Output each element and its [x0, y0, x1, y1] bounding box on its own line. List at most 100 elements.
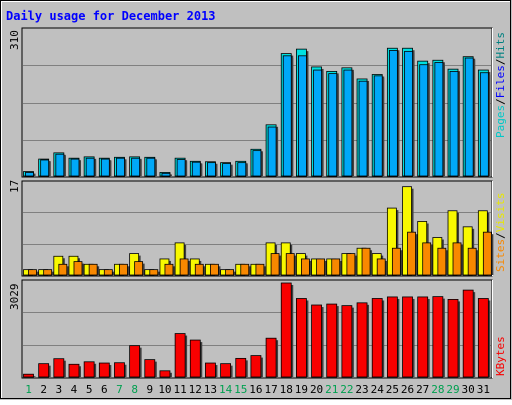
- sites-bar-fill: [164, 263, 174, 276]
- sites-bar: [43, 269, 54, 276]
- sites-bar: [240, 263, 251, 276]
- files-bar-fill: [388, 50, 398, 177]
- sites-bar: [301, 258, 312, 276]
- kbytes-bar: [83, 361, 97, 378]
- kbytes-bar-fill: [114, 362, 125, 378]
- x-tick-label: 21: [325, 383, 338, 396]
- sites-bar-fill: [361, 247, 371, 276]
- x-tick-label: 31: [477, 383, 490, 396]
- kbytes-bar-fill: [205, 362, 216, 378]
- kbytes-bar: [205, 362, 218, 378]
- kbytes-bar: [432, 296, 445, 378]
- kbytes-bar-fill: [189, 339, 201, 378]
- sites-bar: [255, 263, 266, 276]
- kbytes-bar: [189, 339, 203, 378]
- files-bar: [282, 55, 294, 177]
- panel-hits-ymax-label: 310: [8, 30, 21, 50]
- sites-bar-fill: [437, 247, 447, 276]
- files-bar: [70, 158, 81, 177]
- sites-bar-fill: [28, 269, 37, 276]
- files-bar-fill: [131, 157, 141, 177]
- sites-bar-fill: [422, 242, 432, 276]
- panel-kbytes-ymax-label: 3029: [8, 284, 21, 311]
- sites-bar: [58, 263, 69, 276]
- x-tick-label: 22: [340, 383, 353, 396]
- files-bar-fill: [100, 158, 110, 177]
- files-bar-fill: [207, 162, 216, 177]
- sites-bar: [331, 258, 342, 276]
- kbytes-bar: [159, 370, 172, 378]
- panel-hits-legend-part: Hits: [494, 32, 507, 59]
- sites-bar: [179, 258, 191, 276]
- kbytes-bar-fill: [326, 303, 338, 378]
- sites-bar-fill: [194, 263, 204, 276]
- visits-bar-fill: [402, 186, 412, 276]
- kbytes-bar: [477, 298, 491, 378]
- files-bar-fill: [40, 159, 50, 177]
- sites-bar: [134, 261, 145, 276]
- sites-bar: [407, 231, 418, 276]
- x-tick-label: 28: [431, 383, 444, 396]
- sites-bar-fill: [210, 263, 219, 276]
- files-bar-fill: [373, 75, 383, 177]
- files-bar: [237, 162, 248, 177]
- sites-bar-fill: [270, 253, 280, 276]
- sites-bar-fill: [316, 258, 325, 276]
- kbytes-bar-fill: [53, 358, 65, 378]
- panel-hits-legend: Pages/Files/Hits: [494, 32, 507, 138]
- x-tick-label: 23: [355, 383, 368, 396]
- files-bar: [146, 157, 157, 177]
- sites-bar-fill: [391, 247, 401, 276]
- files-bar: [176, 159, 188, 177]
- kbytes-bar-fill: [280, 282, 292, 378]
- files-bar: [207, 162, 218, 177]
- x-tick-label: 27: [416, 383, 429, 396]
- sites-bar-fill: [119, 263, 128, 276]
- files-bar: [373, 75, 385, 177]
- panel-hits-legend-part: Files: [494, 65, 507, 98]
- files-bar-fill: [479, 72, 489, 177]
- chart-title: Daily usage for December 2013: [6, 9, 216, 23]
- files-bar-fill: [176, 159, 186, 177]
- kbytes-bar: [265, 337, 279, 378]
- kbytes-bar: [280, 282, 294, 378]
- x-tick-label: 26: [401, 383, 414, 396]
- x-tick-label: 7: [116, 383, 123, 396]
- files-bar: [328, 73, 339, 177]
- kbytes-bar: [68, 363, 81, 378]
- kbytes-bar-fill: [129, 345, 141, 378]
- files-bar-fill: [25, 172, 34, 177]
- files-bar-fill: [222, 163, 231, 177]
- sites-bar: [391, 247, 403, 276]
- x-tick-label: 16: [249, 383, 262, 396]
- sites-bar-fill: [58, 263, 68, 276]
- sites-bar: [285, 253, 297, 276]
- kbytes-bar-fill: [447, 299, 459, 378]
- panel-kbytes-legend: KBytes: [494, 336, 507, 376]
- panel-visits-legend-part: /: [494, 232, 507, 239]
- sites-bar-fill: [452, 242, 462, 276]
- kbytes-bar: [114, 362, 127, 378]
- files-bar: [100, 158, 112, 177]
- files-bar-fill: [404, 50, 413, 177]
- visits-bar: [386, 207, 399, 276]
- files-bar: [116, 157, 127, 177]
- panel-hits-files-bars: [23, 47, 491, 177]
- kbytes-bar-fill: [356, 302, 368, 378]
- x-tick-label: 5: [86, 383, 93, 396]
- x-tick-label: 19: [295, 383, 308, 396]
- kbytes-bar-fill: [402, 296, 413, 378]
- files-bar: [358, 80, 370, 177]
- sites-bar: [361, 247, 373, 276]
- kbytes-bar: [447, 299, 461, 378]
- files-bar-fill: [298, 55, 307, 177]
- files-bar: [479, 72, 491, 177]
- sites-bar-fill: [134, 261, 144, 276]
- files-bar-fill: [434, 62, 444, 177]
- kbytes-bar-fill: [341, 305, 353, 378]
- kbytes-bar-fill: [462, 289, 474, 378]
- sites-bar-fill: [376, 258, 386, 276]
- panel-hits-legend-part: /: [494, 98, 507, 105]
